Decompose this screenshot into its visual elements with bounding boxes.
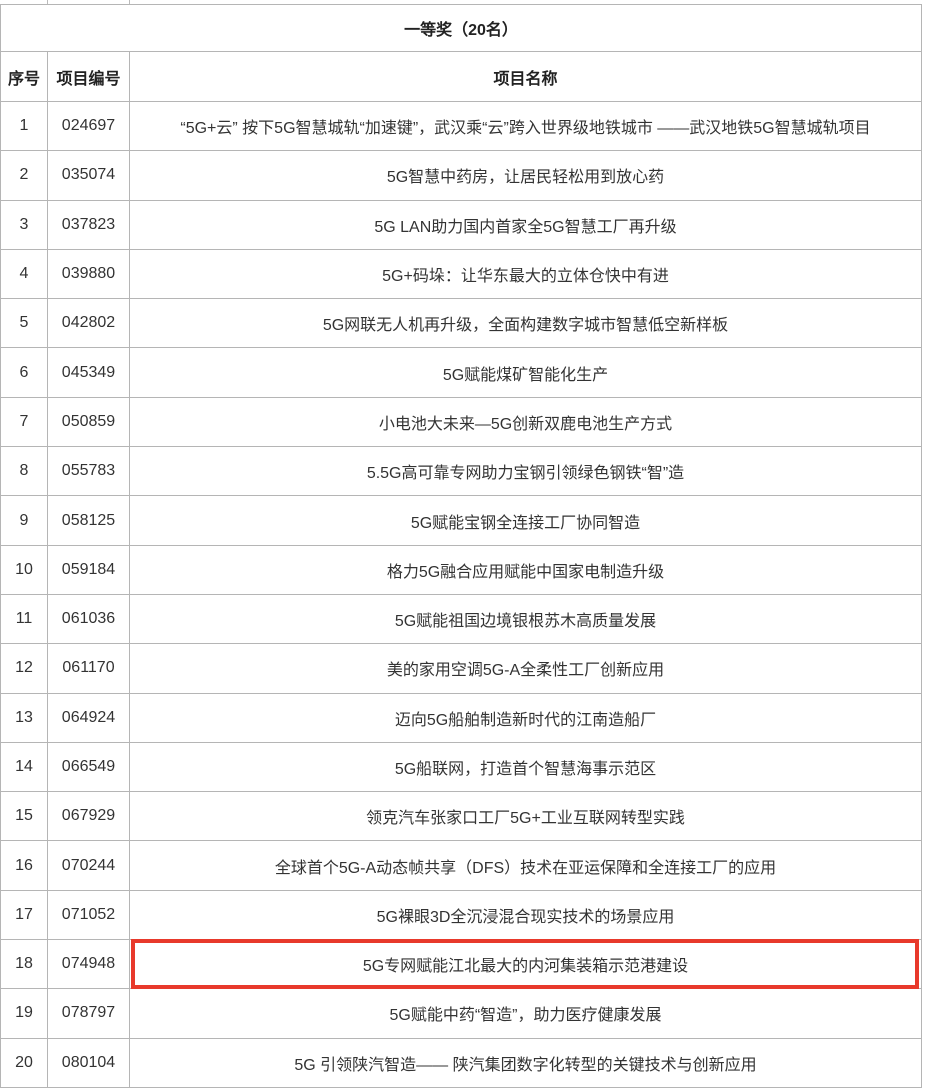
project-code: 037823: [47, 199, 130, 250]
row-number: 18: [0, 939, 48, 990]
row-number: 5: [0, 298, 48, 349]
project-name: 小电池大未来—5G创新双鹿电池生产方式: [129, 396, 922, 448]
table-row: 8 055783 5.5G高可靠专网助力宝钢引领绿色钢铁“智”造: [0, 446, 922, 497]
project-name: 5.5G高可靠专网助力宝钢引领绿色钢铁“智”造: [129, 446, 922, 497]
row-number: 8: [0, 446, 48, 497]
table-row: 4 039880 5G+码垛：让华东最大的立体仓快中有进: [0, 248, 922, 300]
project-code: 050859: [47, 396, 130, 448]
project-code: 035074: [47, 150, 130, 201]
project-code: 064924: [47, 692, 130, 743]
project-code: 045349: [47, 347, 130, 398]
table-row: 9 058125 5G赋能宝钢全连接工厂协同智造: [0, 495, 922, 546]
row-number: 20: [0, 1037, 48, 1088]
row-number: 2: [0, 150, 48, 201]
table-row: 19 078797 5G赋能中药“智造”，助力医疗健康发展: [0, 988, 922, 1039]
project-name: 5G 引领陕汽智造—— 陕汽集团数字化转型的关键技术与创新应用: [129, 1037, 922, 1088]
row-number: 19: [0, 988, 48, 1039]
table-row: 3 037823 5G LAN助力国内首家全5G智慧工厂再升级: [0, 199, 922, 250]
project-code: 059184: [47, 544, 130, 595]
row-number: 1: [0, 100, 48, 152]
project-name: 领克汽车张家口工厂5G+工业互联网转型实践: [129, 791, 922, 842]
table-row: 13 064924 迈向5G船舶制造新时代的江南造船厂: [0, 692, 922, 743]
table-row: 12 061170 美的家用空调5G-A全柔性工厂创新应用: [0, 643, 922, 694]
table-header-row: 序号 项目编号 项目名称: [0, 51, 922, 102]
project-name: 5G智慧中药房，让居民轻松用到放心药: [129, 150, 922, 201]
table-row: 7 050859 小电池大未来—5G创新双鹿电池生产方式: [0, 396, 922, 448]
row-number: 17: [0, 889, 48, 941]
project-code: 078797: [47, 988, 130, 1039]
project-code: 055783: [47, 446, 130, 497]
project-name: 格力5G融合应用赋能中国家电制造升级: [129, 544, 922, 595]
table-row: 15 067929 领克汽车张家口工厂5G+工业互联网转型实践: [0, 791, 922, 842]
table-title-row: 一等奖（20名）: [0, 4, 922, 52]
project-code: 058125: [47, 495, 130, 546]
table-row: 6 045349 5G赋能煤矿智能化生产: [0, 347, 922, 398]
row-number: 4: [0, 248, 48, 300]
table-title: 一等奖（20名）: [0, 4, 922, 52]
table-row: 20 080104 5G 引领陕汽智造—— 陕汽集团数字化转型的关键技术与创新应用: [0, 1037, 922, 1088]
table-row: 16 070244 全球首个5G-A动态帧共享（DFS）技术在亚运保障和全连接工厂的…: [0, 840, 922, 891]
project-code: 074948: [47, 939, 130, 990]
row-number: 7: [0, 396, 48, 448]
header-number: 序号: [0, 51, 48, 102]
header-project-code: 项目编号: [47, 51, 130, 102]
row-number: 3: [0, 199, 48, 250]
project-name: 5G+码垛：让华东最大的立体仓快中有进: [129, 248, 922, 300]
row-number: 12: [0, 643, 48, 694]
row-number: 11: [0, 593, 48, 645]
project-code: 042802: [47, 298, 130, 349]
row-number: 13: [0, 692, 48, 743]
row-number: 16: [0, 840, 48, 891]
row-number: 6: [0, 347, 48, 398]
project-code: 061036: [47, 593, 130, 645]
award-table: 一等奖（20名） 序号 项目编号 项目名称 1 024697 “5G+云” 按下5G…: [0, 4, 922, 1088]
table-row: 5 042802 5G网联无人机再升级，全面构建数字城市智慧低空新样板: [0, 298, 922, 349]
project-code: 039880: [47, 248, 130, 300]
project-name: 迈向5G船舶制造新时代的江南造船厂: [129, 692, 922, 743]
row-number: 15: [0, 791, 48, 842]
project-code: 061170: [47, 643, 130, 694]
table-row: 14 066549 5G船联网，打造首个智慧海事示范区: [0, 741, 922, 793]
row-number: 14: [0, 741, 48, 793]
project-code: 024697: [47, 100, 130, 152]
project-name: 5G赋能中药“智造”，助力医疗健康发展: [129, 988, 922, 1039]
table-row: 1 024697 “5G+云” 按下5G智慧城轨“加速键”，武汉乘“云”跨入世界级地…: [0, 100, 922, 152]
highlight-box: [131, 939, 919, 990]
table-row: 2 035074 5G智慧中药房，让居民轻松用到放心药: [0, 150, 922, 201]
project-name: 5G专网赋能江北最大的内河集装箱示范港建设: [129, 939, 922, 990]
project-name: 5G赋能祖国边境银根苏木高质量发展: [129, 593, 922, 645]
project-code: 066549: [47, 741, 130, 793]
project-name: 5G赋能宝钢全连接工厂协同智造: [129, 495, 922, 546]
project-name: 5G赋能煤矿智能化生产: [129, 347, 922, 398]
project-code: 067929: [47, 791, 130, 842]
table-row: 18 074948 5G专网赋能江北最大的内河集装箱示范港建设: [0, 939, 922, 990]
project-code: 080104: [47, 1037, 130, 1088]
row-number: 10: [0, 544, 48, 595]
project-code: 070244: [47, 840, 130, 891]
table-row: 11 061036 5G赋能祖国边境银根苏木高质量发展: [0, 593, 922, 645]
project-code: 071052: [47, 889, 130, 941]
project-name: 5G船联网，打造首个智慧海事示范区: [129, 741, 922, 793]
table-row: 17 071052 5G裸眼3D全沉浸混合现实技术的场景应用: [0, 889, 922, 941]
project-name: 美的家用空调5G-A全柔性工厂创新应用: [129, 643, 922, 694]
project-name: 5G LAN助力国内首家全5G智慧工厂再升级: [129, 199, 922, 250]
header-project-name: 项目名称: [129, 51, 922, 102]
row-number: 9: [0, 495, 48, 546]
project-name: 全球首个5G-A动态帧共享（DFS）技术在亚运保障和全连接工厂的应用: [129, 840, 922, 891]
table-row: 10 059184 格力5G融合应用赋能中国家电制造升级: [0, 544, 922, 595]
project-name: “5G+云” 按下5G智慧城轨“加速键”，武汉乘“云”跨入世界级地铁城市 ——武…: [129, 100, 922, 152]
project-name: 5G网联无人机再升级，全面构建数字城市智慧低空新样板: [129, 298, 922, 349]
project-name: 5G裸眼3D全沉浸混合现实技术的场景应用: [129, 889, 922, 941]
